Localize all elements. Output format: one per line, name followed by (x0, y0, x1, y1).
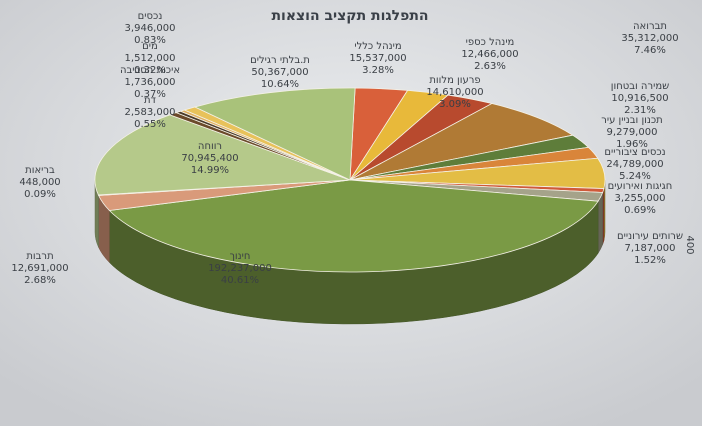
percent-label: 2.68% (24, 275, 56, 286)
value-label: 24,789,000 (606, 159, 663, 170)
percent-label: 1.96% (616, 139, 648, 150)
slice-side (597, 192, 603, 255)
value-label: 2,583,000 (125, 107, 176, 118)
value-label: 35,312,000 (621, 33, 678, 44)
slice-label: פרעון מלוות (429, 75, 480, 86)
percent-label: 0.32% (134, 65, 166, 76)
percent-label: 2.31% (624, 105, 656, 116)
slice-label: ת.בלתי רגילים (250, 55, 310, 66)
slice-label: איכות הסביבה (120, 65, 180, 76)
value-label: 448,000 (19, 177, 60, 188)
slice (94, 114, 351, 196)
percent-label: 3.09% (439, 99, 471, 110)
percent-label: 0.83% (134, 35, 166, 46)
slice-label: תברואה (633, 21, 667, 32)
percent-label: 1.52% (634, 255, 666, 266)
slice-label: חגיגות ואירועים (608, 181, 673, 192)
value-label: 70,945,400 (181, 153, 238, 164)
percent-label: 0.55% (134, 119, 166, 130)
value-label: 3,946,000 (125, 23, 176, 34)
percent-label: 14.99% (191, 165, 229, 176)
value-label: 12,466,000 (461, 49, 518, 60)
slice-label: דת (144, 95, 157, 106)
slice-label: מים (142, 41, 158, 52)
chart-title: התפלגות תקציב הוצאות (271, 8, 428, 24)
value-label: 50,367,000 (251, 67, 308, 78)
value-label: 1,512,000 (125, 53, 176, 64)
percent-label: 7.46% (634, 45, 666, 56)
value-label: 192,237,000 (208, 263, 272, 274)
percent-label: 0.09% (24, 189, 56, 200)
slice-label: נכסים ציבוריים (604, 147, 665, 158)
slice-label: בריאות (25, 165, 55, 176)
slice (193, 87, 356, 181)
slice-label: מינהל כספי (466, 37, 515, 48)
slice-label: מינהל כללי (354, 41, 401, 52)
percent-label: 0.69% (624, 205, 656, 216)
percent-label: 5.24% (619, 171, 651, 182)
slice (349, 103, 574, 181)
value-label: 12,691,000 (11, 263, 68, 274)
slice-label: חינוך (230, 251, 251, 262)
slice-label: שמירה ובטחון (611, 81, 669, 92)
percent-label: 2.63% (474, 61, 506, 72)
percent-label: 3.28% (362, 65, 394, 76)
slice (108, 179, 599, 273)
percent-label: 0.37% (134, 89, 166, 100)
value-label: 10,916,500 (611, 93, 668, 104)
value-label: 9,279,000 (607, 127, 658, 138)
slice-label: נכסים (138, 11, 163, 22)
slice-label: תכנון ובניין עיר (601, 115, 663, 126)
percent-label: 40.61% (221, 275, 259, 286)
slice-label: רווחה (198, 141, 222, 152)
slice-label: תרבות (26, 251, 53, 262)
percent-label: 10.64% (261, 79, 299, 90)
value-label: 1,736,000 (125, 77, 176, 88)
value-label: 15,537,000 (349, 53, 406, 64)
value-label: 14,610,000 (426, 87, 483, 98)
slice-label: שרותים עירוניים (617, 231, 683, 242)
value-label: 3,255,000 (615, 193, 666, 204)
value-label: 7,187,000 (625, 243, 676, 254)
side-note: 400 (684, 235, 695, 254)
